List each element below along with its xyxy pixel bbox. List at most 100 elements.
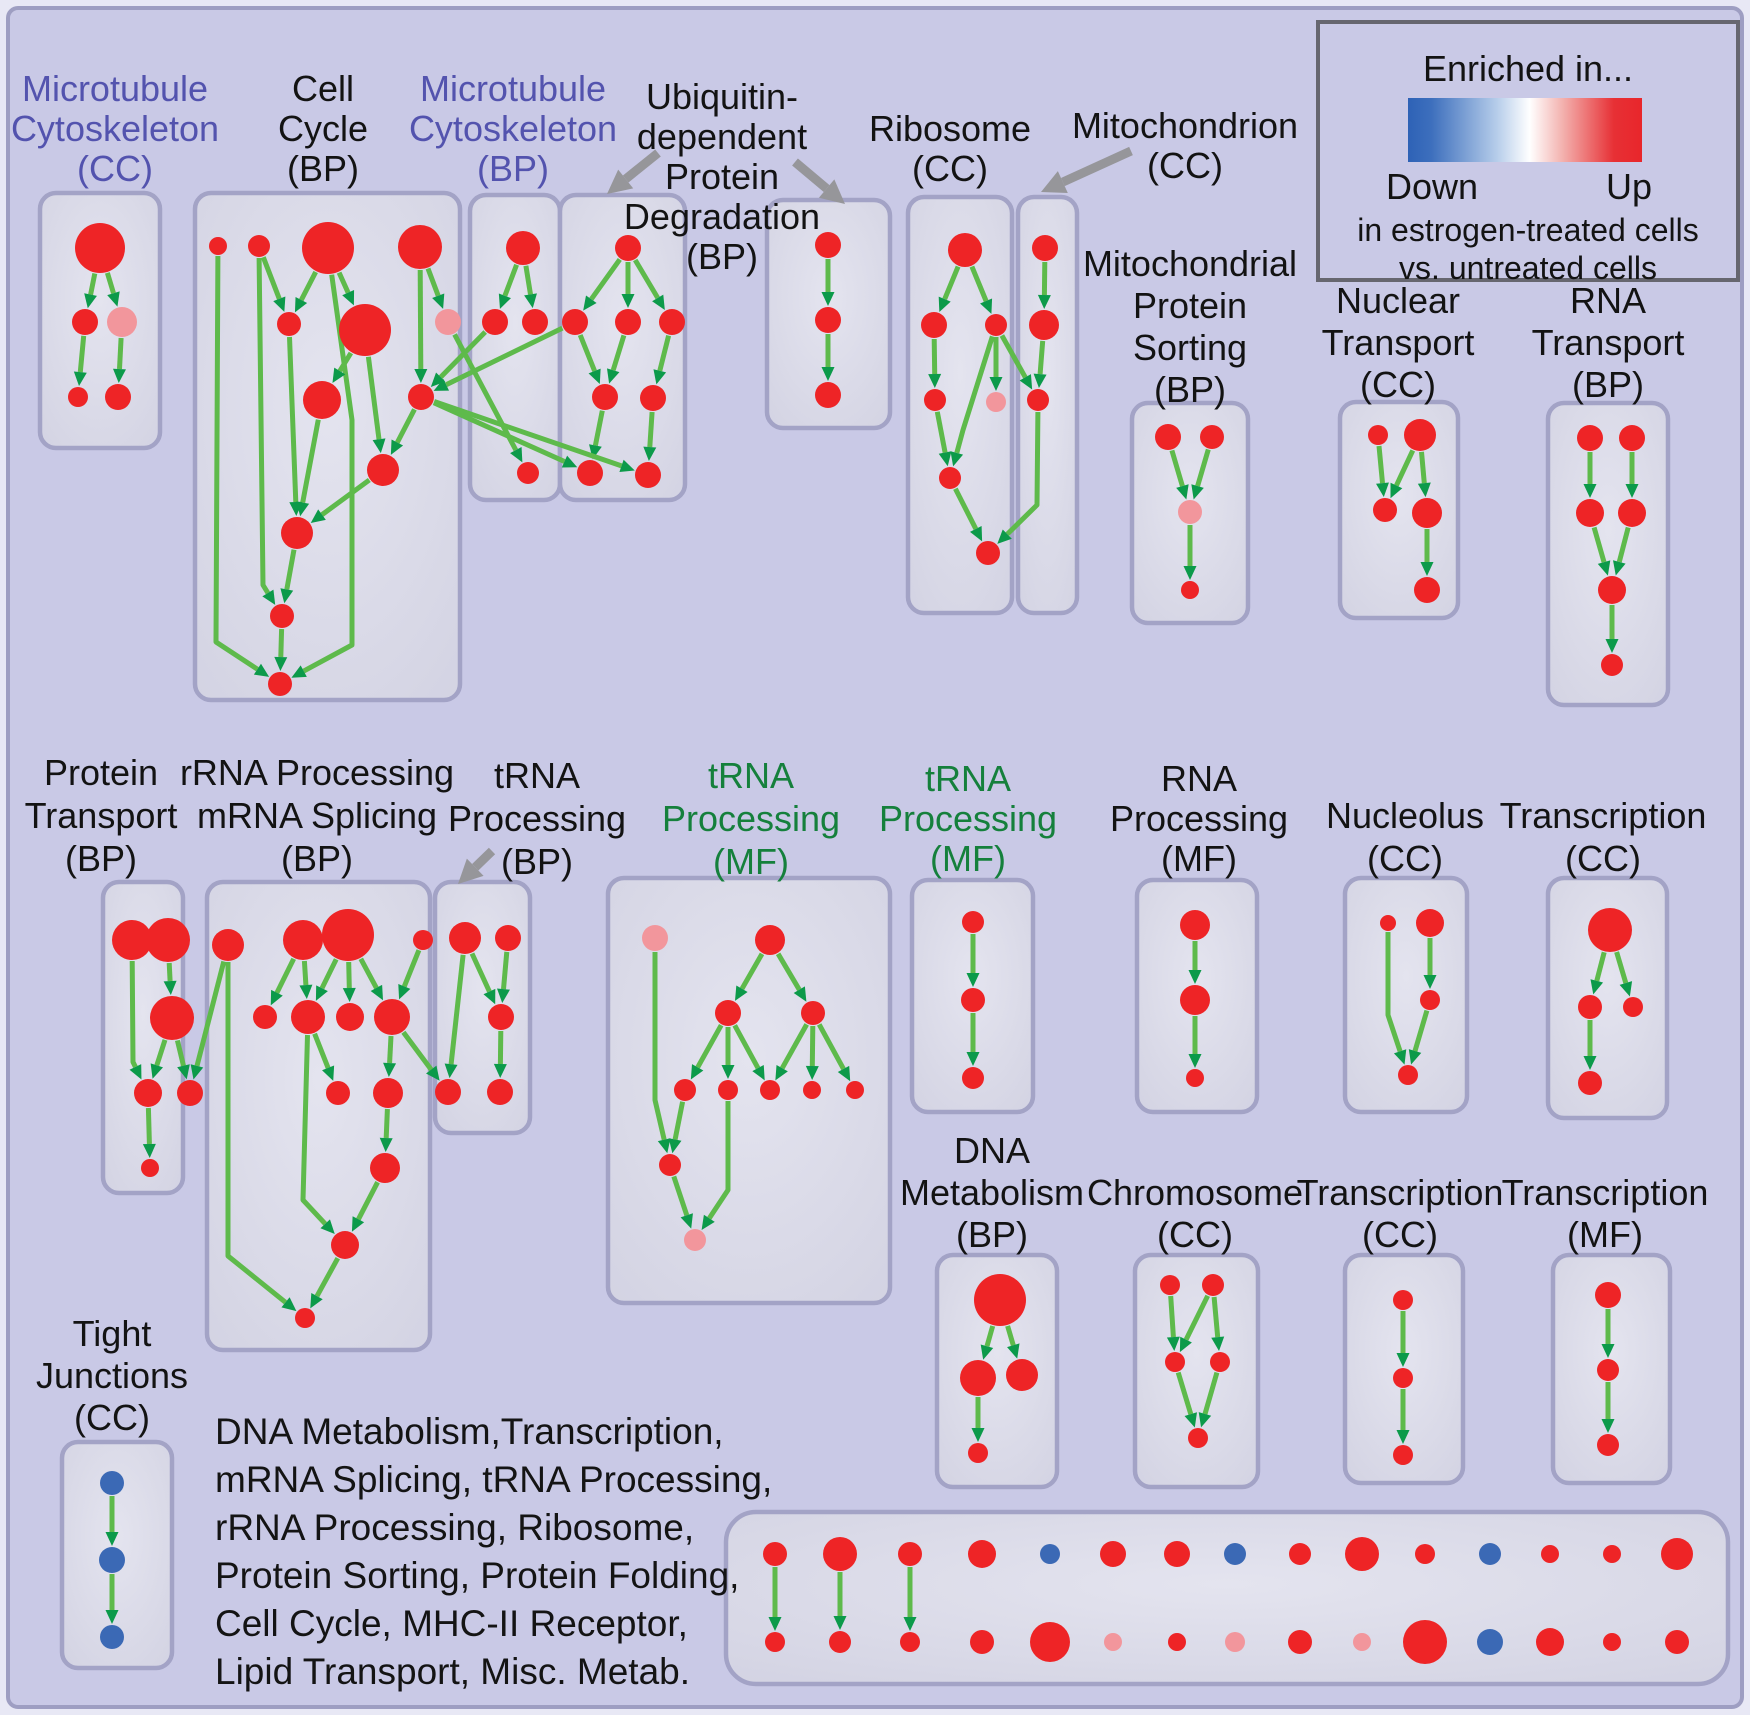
go-term-node-red [1186, 1069, 1204, 1087]
edge-cell-cycle [425, 267, 441, 297]
edge-cell-cycle [395, 408, 417, 444]
label-nucleolus-line-1: (CC) [1367, 838, 1443, 879]
edge-trna-processing-mf-large [695, 1023, 724, 1069]
note-line: Cell Cycle, MHC-II Receptor, [215, 1603, 688, 1644]
arrowhead [322, 1065, 335, 1081]
go-term-node-red [1180, 910, 1210, 940]
edge-mito-protein-sorting [1169, 449, 1185, 487]
go-term-node-red [823, 1537, 857, 1571]
arrowhead [498, 293, 511, 309]
arrowhead [163, 980, 177, 996]
arrowhead [1211, 1336, 1225, 1352]
go-term-node-red [1603, 1633, 1621, 1651]
edge-trna-processing-mf-large [809, 1025, 816, 1067]
arrowhead [621, 294, 635, 308]
arrowhead [1612, 560, 1626, 576]
label-trna-processing-bp-line-2: (BP) [501, 841, 573, 882]
arrowhead [113, 368, 126, 384]
arrowhead [430, 372, 446, 388]
go-term-node-red [961, 988, 985, 1012]
go-term-node-red [1597, 1359, 1619, 1381]
arrowhead [1191, 484, 1204, 500]
edge-rrna-processing [346, 961, 352, 989]
edge-ubiquitin-degradation [592, 410, 605, 446]
go-term-node-red [283, 920, 323, 960]
arrowhead [1188, 1054, 1202, 1068]
go-term-node-red [146, 918, 190, 962]
note-line: mRNA Splicing, tRNA Processing, [215, 1459, 773, 1500]
arrowhead [583, 295, 597, 311]
edge-cell-cycle [302, 274, 355, 674]
go-term-node-red [1661, 1538, 1693, 1570]
arrowhead [1390, 482, 1403, 499]
label-transcription-cc-line-0: Transcription [1500, 795, 1707, 836]
go-term-node-pink [1353, 1633, 1371, 1651]
edge-cell-cycle [337, 351, 354, 373]
label-nuclear-transport-line-2: (CC) [1360, 364, 1436, 405]
edge-rrna-processing [401, 949, 422, 988]
go-term-node-pink [1104, 1633, 1122, 1651]
label-rna-processing-mf-line-1: Processing [1110, 798, 1288, 839]
arrowhead [1590, 979, 1604, 995]
edge-rrna-processing [383, 1108, 390, 1139]
go-term-node-red [615, 235, 641, 261]
edge-rrna-processing [356, 1181, 380, 1221]
arrowhead [837, 1065, 851, 1082]
edge-ribosome [934, 411, 948, 453]
box-dna-metabolism [934, 1252, 1060, 1490]
arrowhead [274, 656, 288, 672]
arrowhead [997, 529, 1012, 544]
go-term-node-red [1623, 997, 1643, 1017]
arrowhead [752, 1064, 765, 1081]
note-line: Protein Sorting, Protein Folding, [215, 1555, 740, 1596]
go-term-node-red [367, 454, 399, 486]
arrowhead [142, 1143, 156, 1159]
go-term-node-red [487, 1079, 513, 1105]
edge-rrna-processing [301, 960, 309, 986]
go-term-node-red [577, 460, 603, 486]
arrowhead [989, 377, 1003, 391]
go-term-node-red [962, 1067, 984, 1089]
edge-rrna-processing [387, 1035, 394, 1064]
go-term-node-red [1027, 389, 1049, 411]
go-term-node-red [976, 541, 1000, 565]
arrowhead [493, 1063, 507, 1079]
go-term-node-red [1665, 1630, 1689, 1654]
go-term-node-blue [100, 1471, 124, 1495]
go-term-node-red [339, 304, 391, 356]
label-rna-processing-mf-line-0: RNA [1161, 758, 1237, 799]
go-term-node-red [1598, 576, 1626, 604]
arrowhead [821, 367, 835, 381]
edge-ribosome [942, 265, 961, 301]
go-term-node-red [921, 312, 947, 338]
go-term-node-red [1368, 425, 1388, 445]
go-term-node-red [803, 1081, 821, 1099]
label-cell-cycle-line-1: Cycle [278, 108, 368, 149]
go-term-node-red [592, 384, 618, 410]
label-mito-protein-sorting-line-0: Mitochondrial [1083, 243, 1297, 284]
go-term-node-red [1393, 1368, 1413, 1388]
go-term-node-red [968, 1443, 988, 1463]
go-term-node-red [68, 387, 88, 407]
label-mito-protein-sorting-line-2: Sorting [1133, 327, 1247, 368]
edge-dna-metabolism [1005, 1325, 1016, 1347]
go-term-node-red [1200, 425, 1224, 449]
edge-cell-cycle [278, 628, 285, 658]
arrowhead [1601, 1344, 1615, 1358]
edge-transcription-cc [1614, 951, 1629, 984]
go-term-node-red [281, 517, 313, 549]
label-chromosome-line-1: (CC) [1157, 1214, 1233, 1255]
go-term-node-red [1403, 1620, 1447, 1664]
edge-cross [445, 325, 564, 387]
edge-ubiquitin-degradation [577, 334, 597, 372]
go-term-node-red [968, 1540, 996, 1568]
arrowhead [1037, 294, 1051, 310]
label-rna-transport-line-0: RNA [1570, 280, 1646, 321]
arrowhead [1019, 374, 1033, 390]
edge-cross [1005, 411, 1041, 536]
arrowhead [383, 1062, 397, 1078]
arrowhead [768, 1617, 782, 1631]
arrowhead [370, 984, 384, 1001]
arrowhead [190, 1064, 204, 1080]
edge-rrna-processing [274, 957, 296, 994]
